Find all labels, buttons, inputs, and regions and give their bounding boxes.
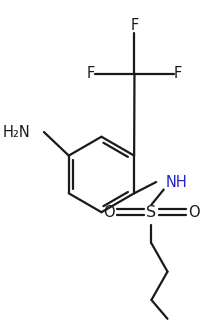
Text: O: O [188, 205, 200, 220]
Text: F: F [174, 66, 182, 81]
Text: O: O [103, 205, 115, 220]
Text: F: F [130, 18, 139, 33]
Text: F: F [87, 66, 95, 81]
Text: NH: NH [166, 174, 187, 190]
Text: H₂N: H₂N [3, 124, 31, 139]
Text: S: S [146, 205, 157, 220]
